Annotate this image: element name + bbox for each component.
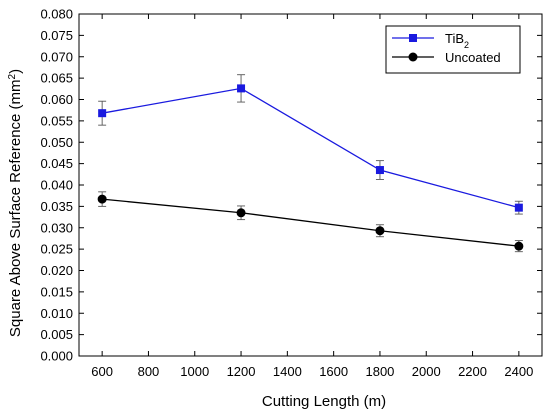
- y-tick-label: 0.015: [40, 284, 73, 299]
- data-point: [236, 208, 246, 218]
- data-point: [375, 166, 384, 175]
- x-tick-label: 1400: [273, 364, 302, 379]
- series-line: [102, 87, 520, 209]
- x-tick-label: 2200: [458, 364, 487, 379]
- y-tick-label: 0.080: [40, 7, 73, 22]
- series-line: [102, 198, 519, 247]
- x-tick-label: 1600: [319, 364, 348, 379]
- y-tick-label: 0.020: [40, 263, 73, 278]
- y-axis-title-suffix: ): [7, 69, 24, 74]
- data-point: [97, 194, 107, 204]
- legend-label-uncoated: Uncoated: [445, 50, 501, 65]
- y-tick-label: 0.030: [40, 220, 73, 235]
- legend-label-tib2-subscript: 2: [464, 40, 469, 50]
- y-tick-label: 0.055: [40, 113, 73, 128]
- y-tick-label: 0.065: [40, 71, 73, 86]
- x-axis-title: Cutting Length (m): [262, 393, 386, 410]
- y-tick-label: 0.075: [40, 28, 73, 43]
- series-layer: [97, 74, 524, 253]
- y-tick-label: 0.060: [40, 92, 73, 107]
- data-point: [237, 84, 246, 93]
- x-tick-label: 600: [91, 364, 113, 379]
- legend: TiB2 Uncoated: [385, 25, 521, 74]
- x-axis-ticks: 600 800 1000 1200 1400 1600 1800 2000 2200 2400: [91, 14, 533, 379]
- data-point: [514, 203, 523, 212]
- y-tick-label: 0.035: [40, 199, 73, 214]
- y-tick-label: 0.025: [40, 242, 73, 257]
- y-tick-label: 0.010: [40, 306, 73, 321]
- x-tick-label: 1800: [365, 364, 394, 379]
- legend-marker-tib2: [409, 34, 417, 42]
- y-axis-ticks: 0.000 0.005 0.010 0.015 0.020 0.025 0.030 0.035…: [40, 7, 542, 364]
- y-tick-label: 0.070: [40, 49, 73, 64]
- x-tick-label: 1000: [180, 364, 209, 379]
- data-point: [514, 241, 524, 251]
- data-point: [98, 109, 107, 118]
- x-tick-label: 2000: [412, 364, 441, 379]
- y-tick-label: 0.050: [40, 135, 73, 150]
- legend-label-tib2: TiB2: [445, 31, 469, 50]
- y-tick-label: 0.040: [40, 178, 73, 193]
- legend-box: [385, 25, 521, 74]
- x-tick-label: 2400: [504, 364, 533, 379]
- y-tick-label: 0.005: [40, 327, 73, 342]
- y-axis-title-superscript: 2: [7, 73, 18, 79]
- series-1: [97, 191, 524, 253]
- y-tick-label: 0.000: [40, 349, 73, 364]
- legend-marker-uncoated: [408, 52, 418, 62]
- y-tick-label: 0.045: [40, 156, 73, 171]
- series-0: [98, 74, 523, 215]
- x-tick-label: 1200: [227, 364, 256, 379]
- y-axis-title-text: Square Above Surface Reference (mm: [7, 79, 24, 337]
- y-axis-title: Square Above Surface Reference (mm2): [7, 69, 25, 337]
- data-point: [375, 226, 385, 236]
- legend-label-tib2-text: TiB: [445, 31, 464, 46]
- x-tick-label: 800: [138, 364, 160, 379]
